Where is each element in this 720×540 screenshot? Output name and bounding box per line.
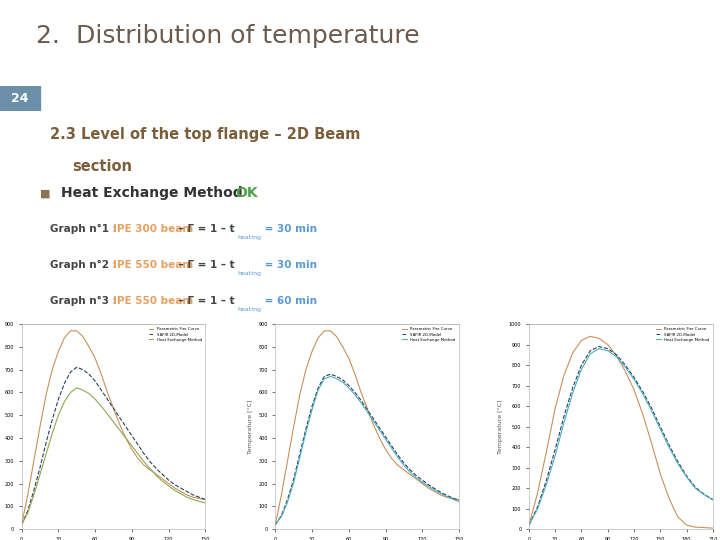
Text: = 30 min: = 30 min [261,260,317,270]
Legend: Parametric Fire Curve, SAFIR 2D-Model, Heat Exchange Method: Parametric Fire Curve, SAFIR 2D-Model, H… [147,326,204,343]
Text: 2.3 Level of the top flange – 2D Beam: 2.3 Level of the top flange – 2D Beam [50,127,361,143]
Text: 24: 24 [12,92,29,105]
Text: – Γ = 1 – t: – Γ = 1 – t [175,224,235,234]
Text: – Γ = 1 – t: – Γ = 1 – t [175,296,235,306]
Text: Graph n°2 :: Graph n°2 : [50,260,121,271]
Text: section: section [72,159,132,174]
Text: = 60 min: = 60 min [261,296,317,306]
Text: – Γ = 1 – t: – Γ = 1 – t [175,260,235,270]
Text: heating: heating [237,307,261,312]
Text: 2.  Distribution of temperature: 2. Distribution of temperature [36,24,420,49]
Legend: Parametric Fire Curve, SAFIR 2D-Model, Heat Exchange Method: Parametric Fire Curve, SAFIR 2D-Model, H… [401,326,457,343]
Text: Graph n°3 :: Graph n°3 : [50,296,121,306]
Y-axis label: Temperature [°C]: Temperature [°C] [498,400,503,454]
Text: OK: OK [235,186,258,200]
Text: IPE 300 beam: IPE 300 beam [112,224,193,234]
Y-axis label: Temperature [°C]: Temperature [°C] [248,400,253,454]
Text: IPE 550 beam: IPE 550 beam [112,260,193,270]
Text: Graph n°1 :: Graph n°1 : [50,224,121,234]
Text: = 30 min: = 30 min [261,224,317,234]
Text: heating: heating [237,271,261,276]
Text: Heat Exchange Method: Heat Exchange Method [61,186,248,200]
Text: ■: ■ [40,188,50,198]
Text: heating: heating [237,235,261,240]
Legend: Parametric Fire Curve, SAFIR 2D-Model, Heat Exchange Method: Parametric Fire Curve, SAFIR 2D-Model, H… [654,326,711,343]
FancyBboxPatch shape [0,86,40,111]
Text: IPE 550 beam: IPE 550 beam [112,296,193,306]
